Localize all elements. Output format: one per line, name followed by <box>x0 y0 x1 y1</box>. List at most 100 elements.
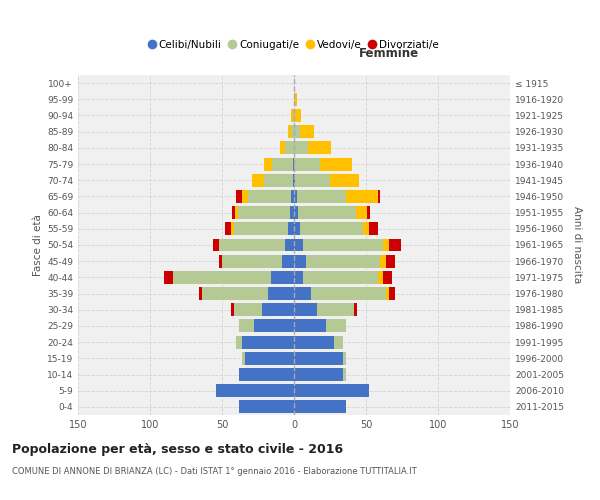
Bar <box>236 336 242 348</box>
Bar <box>225 222 230 235</box>
Bar <box>252 174 264 186</box>
Bar <box>268 287 294 300</box>
Y-axis label: Anni di nascita: Anni di nascita <box>572 206 583 284</box>
Bar <box>294 384 369 397</box>
Legend: Celibi/Nubili, Coniugati/e, Vedovi/e, Divorziati/e: Celibi/Nubili, Coniugati/e, Vedovi/e, Di… <box>145 36 443 54</box>
Bar <box>283 254 294 268</box>
Bar <box>233 304 262 316</box>
Bar <box>235 206 238 219</box>
Bar <box>245 352 294 365</box>
Bar <box>294 109 295 122</box>
Bar <box>294 206 298 219</box>
Bar <box>389 287 395 300</box>
Bar <box>355 304 358 316</box>
Bar <box>233 222 288 235</box>
Bar <box>330 174 359 186</box>
Bar <box>222 254 283 268</box>
Bar <box>294 174 295 186</box>
Bar <box>230 222 233 235</box>
Bar <box>377 271 383 284</box>
Bar <box>317 304 355 316</box>
Bar <box>272 158 293 170</box>
Bar <box>232 206 235 219</box>
Bar <box>297 190 346 203</box>
Bar <box>367 206 370 219</box>
Bar <box>290 206 294 219</box>
Bar <box>294 352 343 365</box>
Bar <box>219 254 222 268</box>
Bar <box>294 400 346 413</box>
Bar <box>295 93 297 106</box>
Bar <box>286 238 294 252</box>
Bar <box>383 271 392 284</box>
Bar <box>254 320 294 332</box>
Bar <box>346 190 377 203</box>
Bar <box>380 254 386 268</box>
Bar <box>389 238 401 252</box>
Bar <box>295 109 301 122</box>
Bar <box>239 368 294 381</box>
Bar <box>294 336 334 348</box>
Bar <box>294 142 308 154</box>
Bar <box>202 287 268 300</box>
Bar <box>308 142 331 154</box>
Bar <box>294 238 302 252</box>
Bar <box>216 384 294 397</box>
Bar <box>294 190 297 203</box>
Bar <box>173 271 271 284</box>
Bar <box>288 125 291 138</box>
Bar <box>326 320 346 332</box>
Bar <box>377 190 380 203</box>
Bar <box>300 125 314 138</box>
Bar <box>294 158 320 170</box>
Bar <box>294 93 295 106</box>
Bar <box>242 336 294 348</box>
Bar <box>295 174 330 186</box>
Bar <box>286 142 294 154</box>
Bar <box>242 190 248 203</box>
Bar <box>386 287 389 300</box>
Bar <box>199 287 202 300</box>
Bar <box>293 109 294 122</box>
Bar <box>386 254 395 268</box>
Bar <box>343 368 346 381</box>
Y-axis label: Fasce di età: Fasce di età <box>33 214 43 276</box>
Bar <box>294 271 302 284</box>
Bar <box>293 158 294 170</box>
Bar <box>230 304 233 316</box>
Bar <box>291 125 294 138</box>
Bar <box>293 174 294 186</box>
Text: Femmine: Femmine <box>359 46 419 60</box>
Bar <box>262 304 294 316</box>
Bar <box>294 304 317 316</box>
Bar <box>302 238 383 252</box>
Bar <box>239 320 254 332</box>
Bar <box>214 238 219 252</box>
Bar <box>356 206 367 219</box>
Bar <box>238 206 290 219</box>
Bar <box>271 271 294 284</box>
Text: Popolazione per età, sesso e stato civile - 2016: Popolazione per età, sesso e stato civil… <box>12 442 343 456</box>
Bar <box>343 352 346 365</box>
Bar <box>264 174 293 186</box>
Bar <box>248 190 291 203</box>
Bar <box>288 222 294 235</box>
Bar <box>311 287 386 300</box>
Bar <box>294 125 300 138</box>
Bar <box>298 206 356 219</box>
Bar <box>294 254 305 268</box>
Bar <box>369 222 377 235</box>
Bar <box>239 400 294 413</box>
Bar <box>294 287 311 300</box>
Bar <box>291 109 293 122</box>
Bar <box>219 238 286 252</box>
Bar <box>294 320 326 332</box>
Bar <box>291 190 294 203</box>
Bar <box>280 142 286 154</box>
Bar <box>242 352 245 365</box>
Bar <box>294 368 343 381</box>
Bar <box>236 190 242 203</box>
Text: COMUNE DI ANNONE DI BRIANZA (LC) - Dati ISTAT 1° gennaio 2016 - Elaborazione TUT: COMUNE DI ANNONE DI BRIANZA (LC) - Dati … <box>12 468 417 476</box>
Bar <box>383 238 389 252</box>
Bar <box>363 222 369 235</box>
